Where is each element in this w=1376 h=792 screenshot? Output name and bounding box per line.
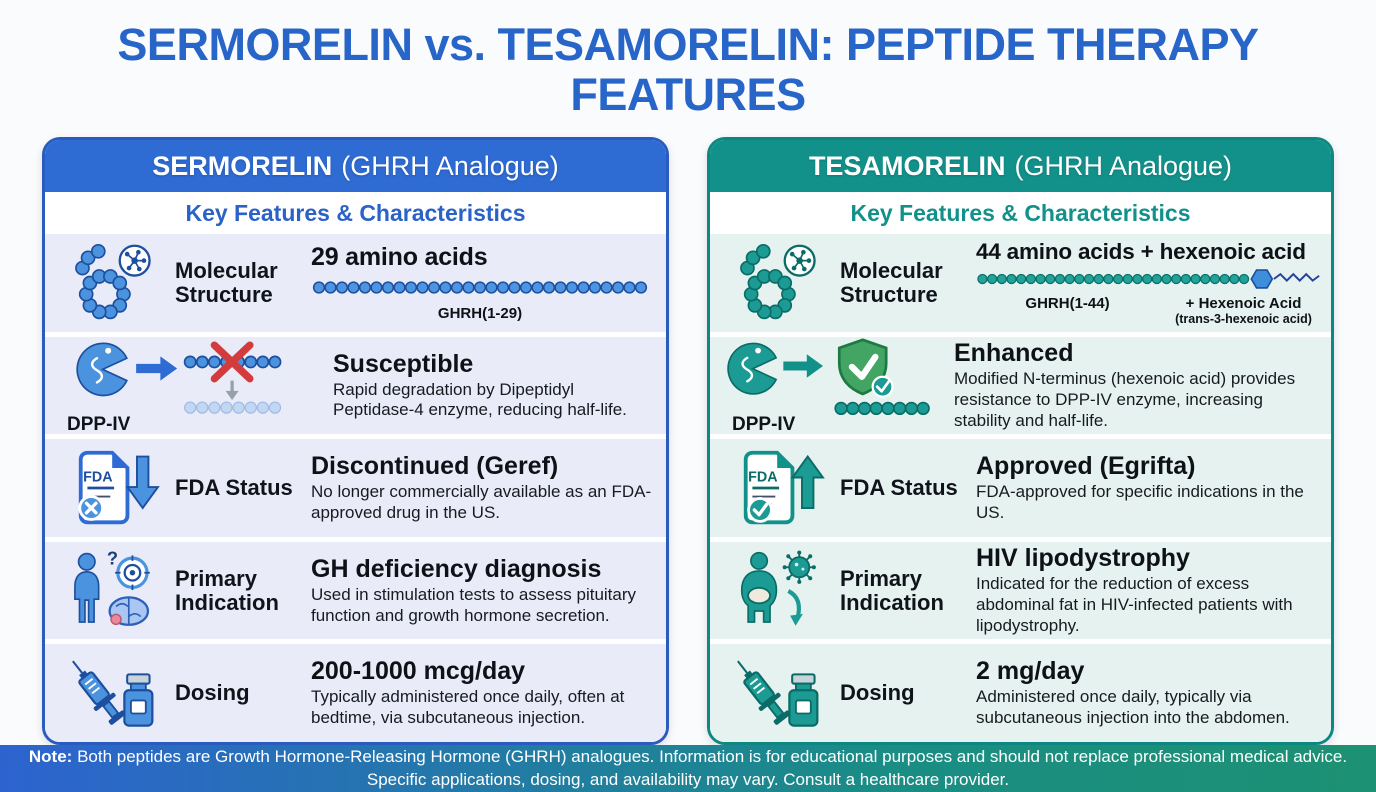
- question-mark-icon: ?: [107, 549, 118, 569]
- svg-text:FDA: FDA: [83, 469, 112, 485]
- fda-value: Discontinued (Geref): [311, 452, 559, 481]
- dppiv-desc: Modified N-terminus (hexenoic acid) prov…: [954, 369, 1296, 430]
- molecular-value: 44 amino acids + hexenoic acid: [976, 238, 1306, 264]
- dppiv-label: DPP-IV: [732, 414, 796, 436]
- syringe-vial-icon: [57, 652, 175, 734]
- fda-desc: FDA-approved for specific indications in…: [976, 482, 1304, 522]
- chain-captions: GHRH(1-44) + Hexenoic Acid (trans-3-hexe…: [976, 295, 1328, 327]
- tesamorelin-subtitle-suffix: (GHRH Analogue): [1014, 150, 1233, 181]
- sermorelin-fda-row: FDA FDA Status Discontinued (Geref): [45, 439, 666, 537]
- sermorelin-dosing-row: Dosing 200-1000 mcg/day Typically admini…: [45, 644, 666, 742]
- tesamorelin-header: TESAMORELIN (GHRH Analogue): [710, 140, 1331, 192]
- row-content: GH deficiency diagnosis Used in stimulat…: [303, 555, 654, 626]
- page-title: SERMORELIN vs. TESAMORELIN: PEPTIDE THER…: [117, 19, 1259, 120]
- tesamorelin-dosing-row: Dosing 2 mg/day Administered once daily,…: [710, 644, 1331, 742]
- row-content: 200-1000 mcg/day Typically administered …: [303, 657, 654, 728]
- amino-acid-chain-graphic: [977, 269, 1320, 289]
- dppiv-value: Enhanced: [954, 339, 1074, 368]
- up-arrow-icon: [790, 454, 825, 509]
- molecule-icon: [57, 242, 175, 324]
- down-curve-arrow-icon: [787, 588, 801, 619]
- indication-value: HIV lipodystrophy: [976, 544, 1190, 573]
- fda-desc: No longer commercially available as an F…: [311, 482, 652, 522]
- fda-approved-icon: FDA: [722, 447, 840, 529]
- dppiv-resistance-icon: DPP-IV: [722, 334, 946, 436]
- tesamorelin-indication-row: Primary Indication HIV lipodystrophy Ind…: [710, 541, 1331, 640]
- molecule-icon: [722, 242, 840, 324]
- dosing-value: 200-1000 mcg/day: [311, 657, 526, 686]
- note-prefix: Note:: [28, 747, 73, 767]
- dosing-desc: Administered once daily, typically via s…: [976, 687, 1290, 728]
- hiv-lipodystrophy-icon: [722, 549, 840, 633]
- sermorelin-title: SERMORELIN: [152, 150, 333, 181]
- dppiv-degradation-icon: DPP-IV: [57, 334, 325, 436]
- row-label: Primary Indication: [175, 565, 279, 615]
- dosing-value: 2 mg/day: [976, 657, 1085, 686]
- sermorelin-features-heading: Key Features & Characteristics: [45, 192, 666, 234]
- sermorelin-molecular-row: Molecular Structure 29 amino acids GHRH(…: [45, 234, 666, 332]
- tesamorelin-molecular-row: Molecular Structure 44 amino acids + hex…: [710, 234, 1331, 332]
- fda-discontinued-icon: FDA: [57, 447, 175, 529]
- row-label: Primary Indication: [840, 565, 944, 615]
- row-label: Dosing: [175, 680, 250, 706]
- row-content: Susceptible Rapid degradation by Dipepti…: [325, 350, 654, 421]
- check-badge-icon: [871, 376, 894, 399]
- tesamorelin-title: TESAMORELIN: [808, 150, 1006, 181]
- dppiv-desc: Rapid degradation by Dipeptidyl Peptidas…: [333, 379, 627, 420]
- row-content: Discontinued (Geref) No longer commercia…: [303, 452, 654, 523]
- x-mark-icon: [84, 501, 98, 515]
- row-content: 44 amino acids + hexenoic acid GHRH(1-44…: [968, 238, 1320, 327]
- virus-icon: [782, 550, 816, 584]
- indication-desc: Used in stimulation tests to assess pitu…: [311, 584, 637, 625]
- dppiv-value: Susceptible: [333, 349, 474, 378]
- tesamorelin-panel: TESAMORELIN (GHRH Analogue) Key Features…: [707, 137, 1334, 745]
- down-arrow-icon: [125, 455, 160, 510]
- chain-caption: GHRH(1-29): [437, 305, 523, 323]
- row-content: HIV lipodystrophy Indicated for the redu…: [968, 544, 1319, 636]
- row-content: 29 amino acids GHRH(1-29): [303, 243, 654, 322]
- row-content: Enhanced Modified N-terminus (hexenoic a…: [946, 339, 1319, 431]
- hexenoic-caption: + Hexenoic Acid (trans-3-hexenoic acid): [1175, 295, 1312, 327]
- infographic: SERMORELIN vs. TESAMORELIN: PEPTIDE THER…: [0, 19, 1376, 792]
- sermorelin-subtitle-suffix: (GHRH Analogue): [341, 150, 559, 181]
- row-label: Dosing: [840, 680, 915, 706]
- sermorelin-rows: Molecular Structure 29 amino acids GHRH(…: [45, 234, 666, 742]
- note-line-2: Specific applications, dosing, and avail…: [366, 769, 1010, 789]
- sermorelin-indication-row: ? Primary In: [45, 541, 666, 640]
- row-content: 2 mg/day Administered once daily, typica…: [968, 657, 1319, 728]
- dppiv-label: DPP-IV: [67, 414, 131, 436]
- check-mark-icon: [752, 502, 769, 517]
- fda-value: Approved (Egrifta): [976, 452, 1196, 481]
- svg-text:FDA: FDA: [748, 469, 777, 485]
- footer-note: Note: Both peptides are Growth Hormone-R…: [0, 745, 1376, 792]
- sermorelin-header: SERMORELIN (GHRH Analogue): [45, 140, 666, 192]
- amino-acid-chain-graphic: [312, 281, 648, 294]
- gh-deficiency-icon: ?: [57, 549, 175, 633]
- red-x-icon: [210, 341, 254, 383]
- row-label: FDA Status: [175, 475, 293, 501]
- note-line-1: Note: Both peptides are Growth Hormone-R…: [28, 747, 1348, 767]
- molecular-value: 29 amino acids: [311, 243, 488, 272]
- indication-desc: Indicated for the reduction of excess ab…: [976, 574, 1293, 635]
- sermorelin-dppiv-row: DPP-IV Susceptible Rapid degradation by …: [45, 334, 666, 436]
- sermorelin-panel: SERMORELIN (GHRH Analogue) Key Features …: [42, 137, 669, 745]
- comparison-panels: SERMORELIN (GHRH Analogue) Key Features …: [0, 137, 1376, 745]
- dosing-desc: Typically administered once daily, often…: [311, 687, 625, 728]
- tesamorelin-dppiv-row: DPP-IV Enhanced Modified N-terminus (hex…: [710, 334, 1331, 436]
- row-label: Molecular Structure: [175, 258, 278, 307]
- indication-value: GH deficiency diagnosis: [311, 554, 602, 583]
- row-label: FDA Status: [840, 475, 958, 501]
- row-label: Molecular Structure: [840, 258, 943, 307]
- syringe-vial-icon: [722, 652, 840, 734]
- tesamorelin-features-heading: Key Features & Characteristics: [710, 192, 1331, 234]
- tesamorelin-fda-row: FDA FDA Status Approved (Egrifta) FDA-ap…: [710, 439, 1331, 537]
- chain-caption: GHRH(1-44): [1025, 295, 1110, 313]
- row-content: Approved (Egrifta) FDA-approved for spec…: [968, 452, 1319, 523]
- tesamorelin-rows: Molecular Structure 44 amino acids + hex…: [710, 234, 1331, 742]
